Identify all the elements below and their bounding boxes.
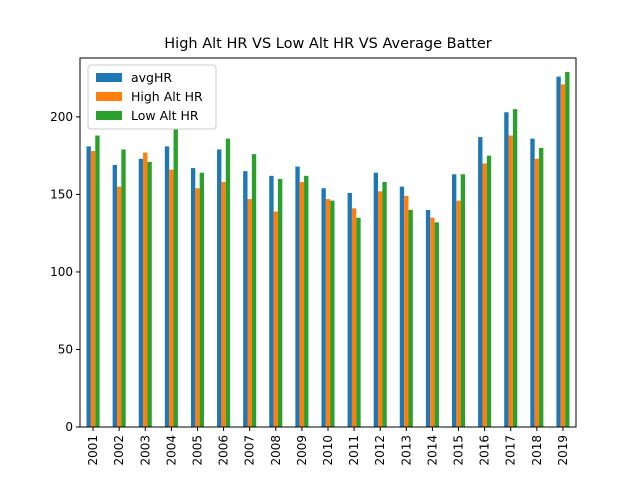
bar-high-alt-hr-2016 [482, 163, 487, 427]
y-tick-label: 100 [50, 265, 73, 279]
y-tick-label: 50 [58, 342, 73, 356]
x-axis: 2001 2002 2003 2004 2005 2006 2007 2008 2009 2010… [86, 427, 570, 466]
x-tick-label: 2010 [321, 435, 335, 466]
bar-low-alt-hr-2017 [512, 109, 518, 427]
x-tick-label: 2002 [112, 435, 126, 466]
x-tick-label: 2001 [86, 435, 100, 466]
bar-high-alt-hr-2012 [378, 191, 383, 427]
bar-avghr-2003 [138, 158, 144, 427]
legend-swatch [96, 111, 122, 120]
bar-low-alt-hr-2015 [460, 174, 466, 427]
bar-low-alt-hr-2005 [199, 172, 204, 427]
x-tick-label: 2009 [295, 435, 309, 466]
bar-high-alt-hr-2005 [195, 188, 200, 427]
bar-low-alt-hr-2008 [277, 178, 283, 427]
bar-high-alt-hr-2011 [351, 208, 357, 427]
bar-high-alt-hr-2004 [169, 169, 174, 427]
bar-avghr-2019 [556, 76, 561, 427]
bar-avghr-2017 [504, 112, 509, 427]
x-tick-label: 2005 [190, 435, 204, 466]
bar-low-alt-hr-2013 [408, 209, 413, 427]
bar-avghr-2001 [86, 146, 91, 427]
bar-avghr-2013 [399, 186, 405, 427]
legend: avgHR High Alt HR Low Alt HR [87, 64, 217, 130]
bar-low-alt-hr-2014 [434, 222, 439, 427]
bar-high-alt-hr-2001 [90, 151, 96, 427]
bar-high-alt-hr-2008 [273, 211, 278, 427]
bar-low-alt-hr-2011 [356, 217, 361, 427]
bar-high-alt-hr-2019 [560, 84, 566, 427]
bar-avghr-2008 [269, 175, 274, 427]
bar-high-alt-hr-2007 [247, 199, 252, 427]
bar-avghr-2016 [478, 137, 483, 428]
x-tick-label: 2007 [243, 435, 257, 466]
bar-low-alt-hr-2007 [251, 154, 257, 428]
bar-high-alt-hr-2003 [143, 152, 148, 428]
x-tick-label: 2019 [556, 435, 570, 466]
x-tick-label: 2008 [269, 435, 283, 466]
x-tick-label: 2014 [425, 435, 439, 466]
bar-avghr-2012 [373, 172, 379, 427]
bar-low-alt-hr-2003 [147, 161, 152, 427]
x-tick-label: 2018 [530, 435, 544, 466]
bar-low-alt-hr-2002 [121, 149, 126, 427]
bar-low-alt-hr-2010 [330, 200, 335, 427]
x-tick-label: 2017 [504, 435, 518, 466]
x-tick-label: 2016 [478, 435, 492, 466]
bar-avghr-2004 [164, 146, 170, 427]
y-tick-label: 150 [50, 187, 73, 201]
bar-avghr-2007 [243, 171, 248, 427]
x-tick-label: 2012 [373, 435, 387, 466]
bar-low-alt-hr-2004 [173, 129, 178, 427]
bar-low-alt-hr-2016 [486, 155, 492, 428]
bar-low-alt-hr-2001 [95, 135, 100, 428]
legend-label: avgHR [131, 70, 172, 85]
bar-high-alt-hr-2002 [116, 186, 122, 427]
bar-high-alt-hr-2013 [404, 195, 409, 427]
chart-title: High Alt HR VS Low Alt HR VS Average Bat… [164, 36, 491, 52]
bar-low-alt-hr-2018 [539, 147, 544, 427]
bar-high-alt-hr-2017 [508, 135, 513, 428]
x-tick-label: 2013 [399, 435, 413, 466]
bar-avghr-2005 [190, 168, 196, 427]
y-tick-label: 0 [65, 420, 73, 434]
legend-swatch [96, 73, 122, 82]
x-tick-label: 2006 [217, 435, 231, 466]
bar-avghr-2015 [452, 174, 457, 427]
x-tick-label: 2011 [347, 435, 361, 466]
bar-avghr-2014 [425, 209, 431, 427]
bar-avghr-2018 [530, 138, 535, 428]
bar-avghr-2011 [347, 192, 352, 427]
bar-avghr-2002 [112, 164, 117, 427]
y-tick-label: 200 [50, 110, 73, 124]
bar-low-alt-hr-2009 [304, 175, 309, 427]
x-tick-label: 2004 [164, 435, 178, 466]
legend-label: High Alt HR [131, 89, 203, 104]
bar-high-alt-hr-2015 [456, 200, 461, 427]
x-tick-label: 2015 [452, 435, 466, 466]
bar-high-alt-hr-2006 [221, 182, 226, 427]
bar-high-alt-hr-2009 [299, 182, 305, 427]
bar-avghr-2006 [217, 149, 222, 427]
bar-low-alt-hr-2012 [382, 182, 387, 427]
legend-label: Low Alt HR [131, 108, 199, 123]
y-axis: 0 50 100 150 200 [50, 110, 80, 434]
bar-avghr-2010 [321, 188, 326, 427]
x-tick-label: 2003 [138, 435, 152, 466]
bar-high-alt-hr-2010 [325, 199, 331, 427]
bar-high-alt-hr-2014 [430, 217, 435, 427]
bar-low-alt-hr-2006 [225, 138, 231, 428]
bar-high-alt-hr-2018 [534, 158, 540, 427]
bars-layer [86, 71, 570, 428]
legend-swatch [96, 92, 122, 101]
bar-avghr-2009 [295, 166, 300, 427]
bar-low-alt-hr-2019 [565, 71, 570, 427]
